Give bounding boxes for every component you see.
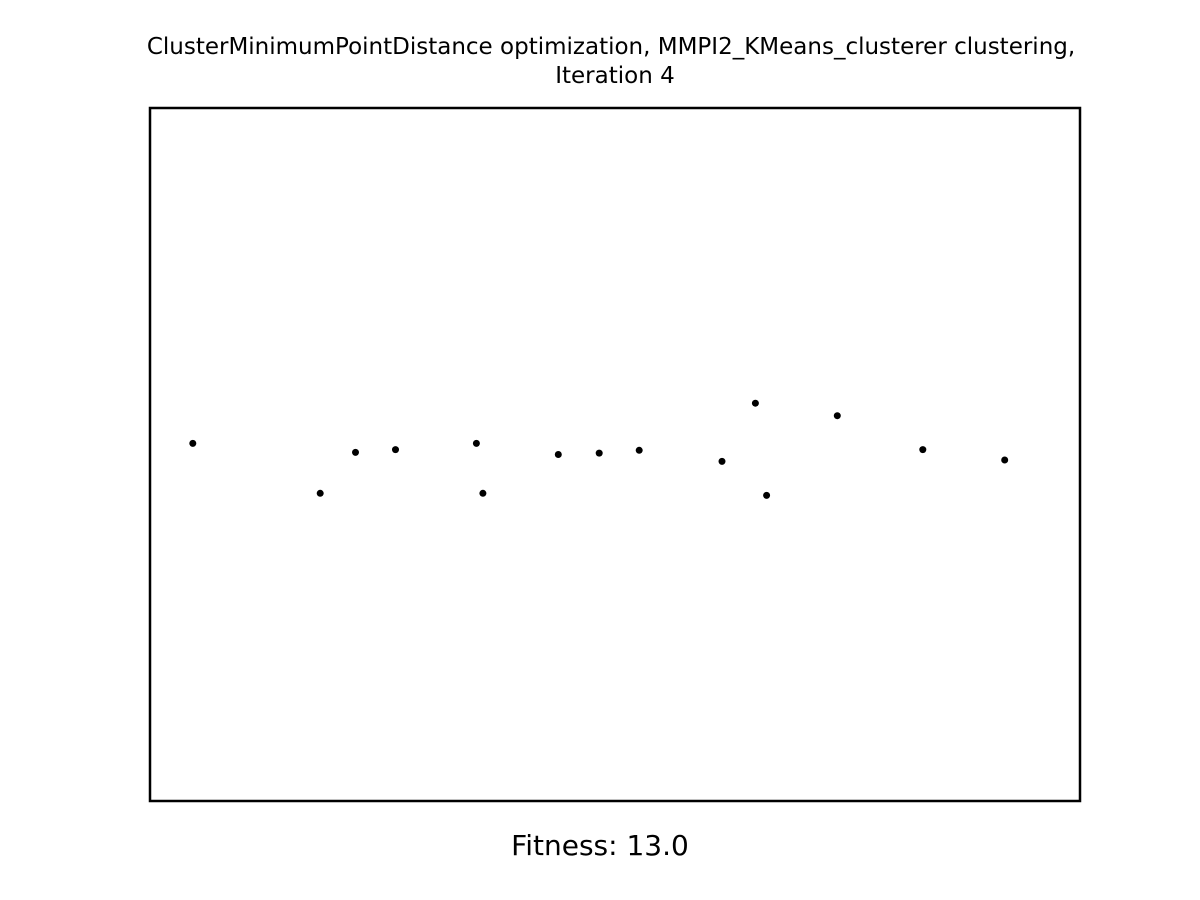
x-axis-label: Fitness: 13.0 [511, 829, 689, 862]
scatter-point [189, 439, 197, 447]
chart-title-line-1: ClusterMinimumPointDistance optimization… [147, 34, 1075, 60]
scatter-point [595, 449, 603, 457]
scatter-point [1001, 456, 1009, 464]
scatter-point [718, 457, 726, 465]
plot-area [189, 399, 1009, 499]
scatter-point [479, 489, 487, 497]
scatter-point [919, 446, 927, 454]
scatter-point [472, 439, 480, 447]
scatter-point [763, 491, 771, 499]
scatter-point [392, 446, 399, 454]
chart-title-line-2: Iteration 4 [555, 63, 675, 89]
scatter-point [751, 399, 759, 407]
scatter-point [316, 489, 324, 497]
scatter-point [635, 446, 643, 454]
scatter-point [554, 451, 562, 458]
axes-frame [148, 106, 1082, 803]
scatter-point [352, 448, 359, 456]
scatter-point [833, 412, 841, 420]
